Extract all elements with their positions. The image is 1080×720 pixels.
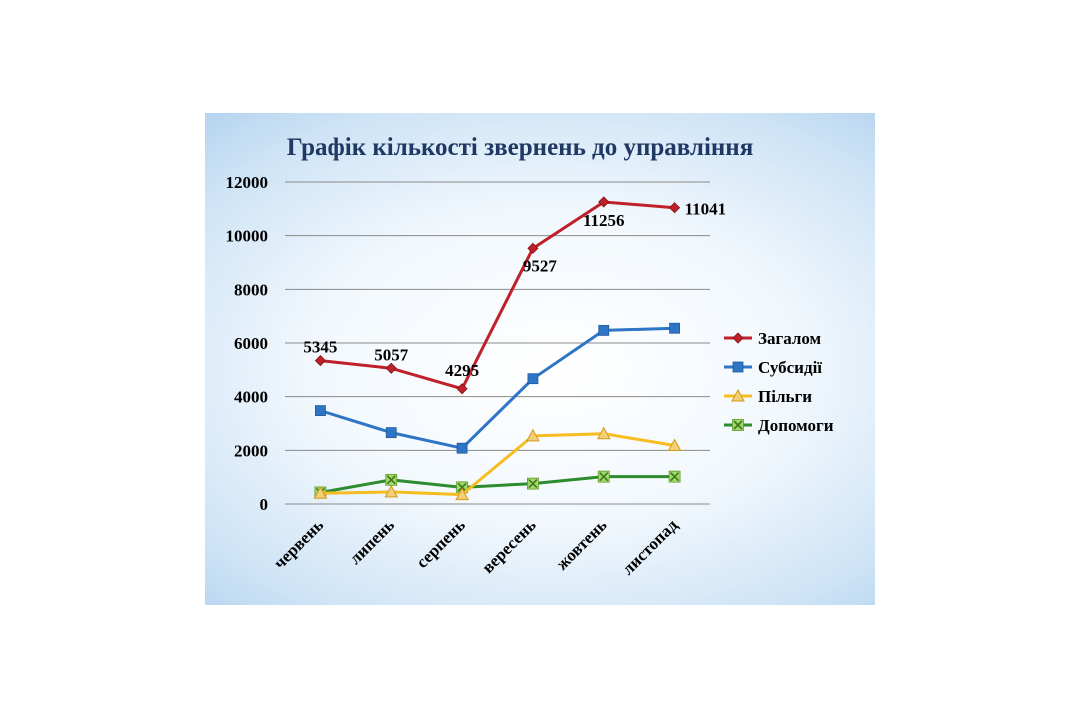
series-2-point: [315, 405, 326, 417]
series-line-2: [319, 326, 675, 450]
series-4-point: [597, 470, 610, 483]
data-labels: 5345 5057 4295 9527 11256 11041: [303, 200, 726, 380]
data-label: 5345: [303, 338, 337, 357]
series-1-point: [598, 196, 610, 208]
legend-label: Субсидії: [758, 358, 822, 377]
x-tick-label: липень: [345, 515, 398, 568]
y-tick-label: 4000: [234, 388, 268, 407]
data-label: 9527: [523, 256, 558, 275]
x-tick-label: вересень: [478, 515, 540, 577]
data-label: 11041: [685, 200, 727, 219]
marker-cross: [386, 475, 396, 485]
grid: [285, 181, 710, 451]
legend-label: Допомоги: [758, 416, 834, 435]
line-chart: Графік кількості звернень до управління …: [226, 134, 834, 579]
x-tick-label: червень: [270, 515, 327, 572]
data-label: 5057: [374, 345, 409, 364]
series-line-1: [320, 200, 675, 391]
data-label: 11256: [583, 211, 625, 230]
series-3-point: [596, 426, 611, 440]
legend-label: Загалом: [758, 329, 822, 348]
series-4-point: [668, 470, 681, 483]
series-1-point: [456, 383, 468, 395]
legend-marker: [732, 419, 744, 431]
chart-slide: Графік кількості звернень до управління …: [205, 113, 875, 605]
chart-title: Графік кількості звернень до управління: [287, 134, 753, 161]
series-2-point: [456, 442, 468, 454]
series-line-4: [320, 475, 675, 494]
y-tick-label: 0: [260, 495, 269, 514]
legend-label: Пільги: [758, 387, 812, 406]
y-tick-label: 8000: [234, 280, 268, 299]
series-1-point: [385, 362, 397, 374]
legend-marker: [732, 332, 744, 344]
series-3-point: [384, 484, 399, 498]
series-4-point: [527, 477, 539, 490]
marker-cross: [528, 479, 538, 489]
legend: Загалом Субсидії Пільги Допомоги: [724, 329, 834, 435]
series-3-point: [667, 438, 682, 452]
series-2-point: [669, 322, 680, 334]
series-2-point: [527, 373, 539, 385]
data-label: 4295: [445, 361, 479, 380]
y-tick-label: 2000: [234, 441, 268, 460]
legend-marker: [732, 361, 744, 373]
x-tick-label: серпень: [412, 515, 468, 571]
legend-marker: [731, 388, 745, 402]
x-tick-label: жовтень: [552, 515, 610, 573]
series-1-point: [314, 355, 326, 367]
x-tick-label: листопад: [618, 515, 681, 578]
series-4-point: [456, 481, 468, 494]
series-1-point: [669, 202, 681, 214]
series-3-point: [313, 486, 328, 499]
series: [313, 196, 682, 501]
series-2-point: [385, 427, 397, 439]
series-3-point: [455, 487, 469, 501]
series-3-point: [526, 428, 540, 442]
series-line-3: [320, 432, 675, 497]
series-1-point: [527, 242, 539, 254]
y-tick-label: 6000: [234, 334, 268, 353]
series-4-point: [385, 473, 398, 486]
y-tick-label: 10000: [226, 227, 269, 246]
marker-cross: [733, 420, 743, 430]
y-tick-label: 12000: [226, 173, 269, 192]
series-2-point: [598, 324, 610, 336]
marker-cross: [457, 482, 467, 492]
marker-cross: [670, 472, 680, 482]
marker-cross: [599, 472, 609, 482]
